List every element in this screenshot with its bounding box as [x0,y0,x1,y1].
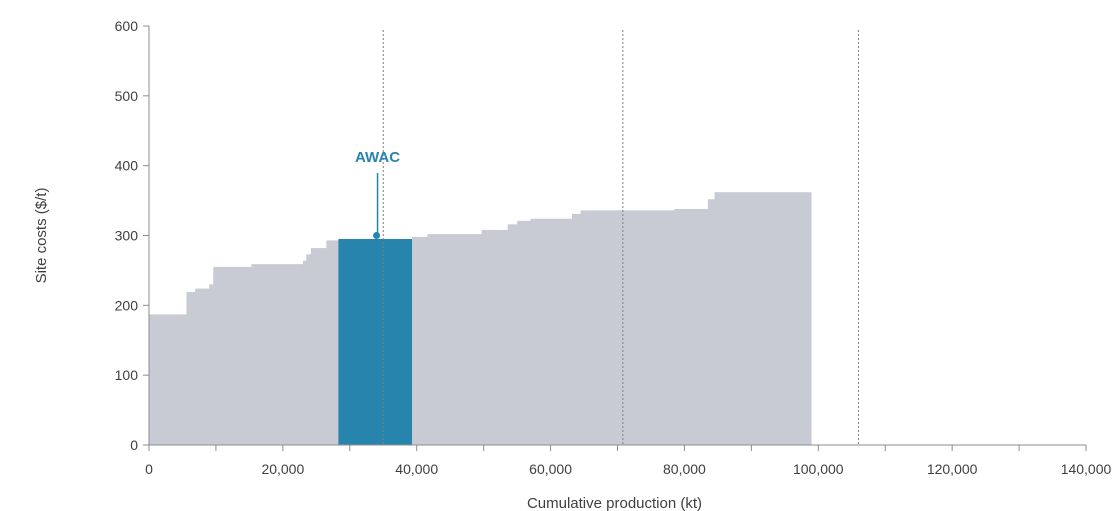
y-tick-label-0: 0 [130,437,138,453]
cost-bar-14 [517,220,532,445]
y-axis-title: Site costs ($/t) [33,188,50,284]
y-tick-label-2: 200 [115,297,139,313]
cost-bar-4 [213,266,253,445]
x-tick-label-4: 80,000 [663,461,706,477]
plot-area: 0 100 200 300 400 500 600 0 20,000 40,000 60,000 80… [115,18,1112,477]
x-axis-title: Cumulative production (kt) [527,495,702,511]
cost-bar-8 [310,248,327,445]
cost-bar-7 [306,254,312,445]
cost-bar-5 [251,264,304,445]
cost-bar-1 [186,292,196,445]
callout-marker [373,232,381,239]
x-tick-label-3: 60,000 [529,461,572,477]
awac-bar [338,238,413,445]
x-tick-label-7: 140,000 [1061,461,1112,477]
cost-bar-9 [326,240,340,445]
cost-bar-11 [427,234,483,445]
cost-bar-15 [530,218,573,445]
y-tick-label-5: 500 [115,88,139,104]
cost-bar-18 [674,208,709,445]
cost-bar-17 [580,210,675,445]
y-tick-label-3: 300 [115,228,139,244]
cost-bar-16 [571,213,582,445]
y-tick-label-1: 100 [115,367,139,383]
x-tick-label-1: 20,000 [261,461,304,477]
cost-bar-20 [714,192,812,445]
cost-bar-0 [149,314,188,445]
y-tick-label-4: 400 [115,158,139,174]
cost-bar-12 [481,229,509,445]
cost-bar-6 [302,260,307,445]
x-tick-label-2: 40,000 [395,461,438,477]
cost-bar-19 [707,199,716,445]
cost-bar-10 [412,236,429,445]
x-tick-label-5: 100,000 [793,461,844,477]
cost-bar-3 [209,284,214,445]
x-tick-label-6: 120,000 [927,461,978,477]
x-tick-label-0: 0 [145,461,153,477]
cost-bar-2 [195,288,210,445]
awac-callout-label: AWAC [355,149,400,166]
cost-bar-13 [507,224,518,445]
y-tick-label-6: 600 [115,18,139,34]
